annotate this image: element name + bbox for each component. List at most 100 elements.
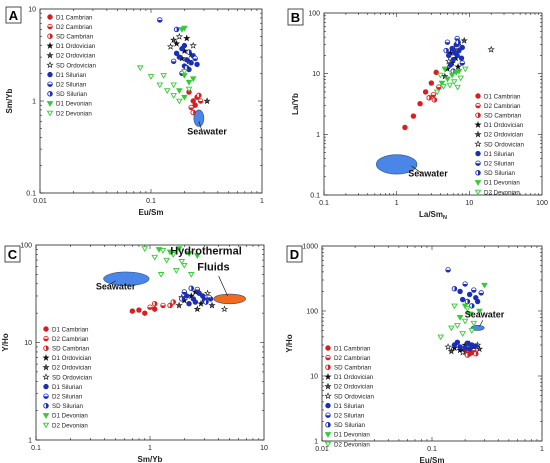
legend-marker <box>46 51 54 59</box>
legend-label: D1 Ordovician <box>334 374 374 381</box>
data-point <box>410 113 417 119</box>
legend-label: D1 Devonian <box>334 432 370 439</box>
data-point <box>457 75 464 82</box>
data-point <box>163 257 170 264</box>
legend-marker <box>325 412 331 418</box>
legend: D1 Cambrian D2 Cambrian SD Cambrian D1 Ordo… <box>474 93 524 196</box>
legend-marker <box>47 23 53 30</box>
y-tick-label: 10 <box>28 7 36 14</box>
data-point <box>190 98 196 104</box>
series-d2-devonian <box>437 303 478 341</box>
legend-marker <box>43 326 49 332</box>
annotation-label: Seawater <box>187 127 227 137</box>
legend-label: D2 Silurian <box>52 394 83 401</box>
legend-marker <box>475 112 481 118</box>
data-point <box>181 94 188 101</box>
legend-label: SD Silurian <box>484 170 516 177</box>
data-point <box>481 282 488 289</box>
legend-marker <box>42 413 50 419</box>
data-point <box>172 39 181 47</box>
data-point <box>456 47 462 54</box>
data-point <box>431 97 438 103</box>
data-point <box>170 36 178 44</box>
data-point <box>173 50 180 56</box>
series-d2-cambrian <box>430 84 442 98</box>
data-point <box>188 285 194 292</box>
data-point <box>179 296 185 302</box>
x-axis-label: Eu/Sm <box>420 456 445 463</box>
legend-label: SD Cambrian <box>52 346 90 353</box>
legend-marker <box>43 403 49 409</box>
data-point <box>454 62 462 70</box>
y-tick-label: 100 <box>308 11 320 18</box>
data-point <box>147 304 153 310</box>
data-point <box>437 334 445 341</box>
data-point <box>188 104 194 111</box>
legend-label: D1 Ordovician <box>56 43 96 50</box>
data-point <box>190 109 196 116</box>
panel-letter: A <box>9 8 19 23</box>
legend-label: D2 Silurian <box>56 82 87 89</box>
data-point <box>197 98 204 104</box>
legend-marker <box>475 170 481 176</box>
legend-label: D1 Cambrian <box>334 345 371 352</box>
data-point <box>188 60 194 66</box>
y-axis-label: Y/Ho <box>1 333 10 351</box>
legend-marker <box>324 392 332 400</box>
data-point <box>436 84 442 90</box>
legend-label: SD Ordovician <box>52 374 92 381</box>
legend-marker <box>324 432 332 438</box>
legend-marker <box>475 102 481 109</box>
data-point <box>193 305 201 313</box>
legend-label: D2 Cambrian <box>484 103 521 110</box>
legend-label: D1 Silurian <box>52 384 83 391</box>
legend-marker <box>475 93 481 99</box>
legend-marker <box>43 383 49 390</box>
data-point <box>203 97 211 105</box>
series-d2-ordovician <box>175 301 216 313</box>
data-point <box>428 80 435 86</box>
data-point <box>220 305 229 313</box>
legend-marker <box>46 42 54 49</box>
plot-frame <box>321 245 543 442</box>
annotation-label: Fluids <box>197 261 229 273</box>
data-point <box>147 74 155 80</box>
series-d1-cambrian <box>129 306 158 316</box>
legend-marker <box>42 422 50 429</box>
x-axis-label: La/SmN <box>419 210 447 221</box>
series-sd-ordovician <box>166 32 197 50</box>
x-tick-label: 0.1 <box>31 445 41 452</box>
panel-tag: C <box>4 245 21 263</box>
legend-label: D2 Devonian <box>56 110 92 117</box>
x-axis-label: Eu/Sm <box>139 208 164 217</box>
data-point <box>476 308 483 315</box>
legend-marker <box>43 335 49 342</box>
data-point <box>455 39 461 45</box>
panel-letter: C <box>8 247 18 262</box>
data-point <box>462 345 468 351</box>
data-point <box>185 251 193 257</box>
panel-tag: B <box>287 8 304 26</box>
legend-label: D1 Cambrian <box>484 93 521 100</box>
annotation-label: Seawater <box>96 281 136 291</box>
series-d2-devonian <box>136 65 193 105</box>
data-point <box>206 294 212 301</box>
data-point <box>186 301 192 307</box>
data-point <box>176 88 183 94</box>
series-d2-devonian <box>433 66 469 96</box>
data-point <box>173 26 180 33</box>
x-tick-label: 1 <box>395 200 399 207</box>
leader-line <box>198 121 203 133</box>
legend-marker <box>47 71 53 78</box>
annotation-label: Hydrothermal <box>170 245 242 257</box>
x-tick-label: 0.01 <box>33 198 47 205</box>
legend-label: D2 Silurian <box>334 413 365 420</box>
data-point <box>456 346 464 354</box>
data-point <box>433 89 441 96</box>
data-point <box>473 350 479 357</box>
data-point <box>183 34 191 42</box>
series-d1-cambrian <box>402 69 439 131</box>
data-point <box>457 288 463 295</box>
data-point <box>170 299 177 305</box>
data-point <box>454 323 461 329</box>
